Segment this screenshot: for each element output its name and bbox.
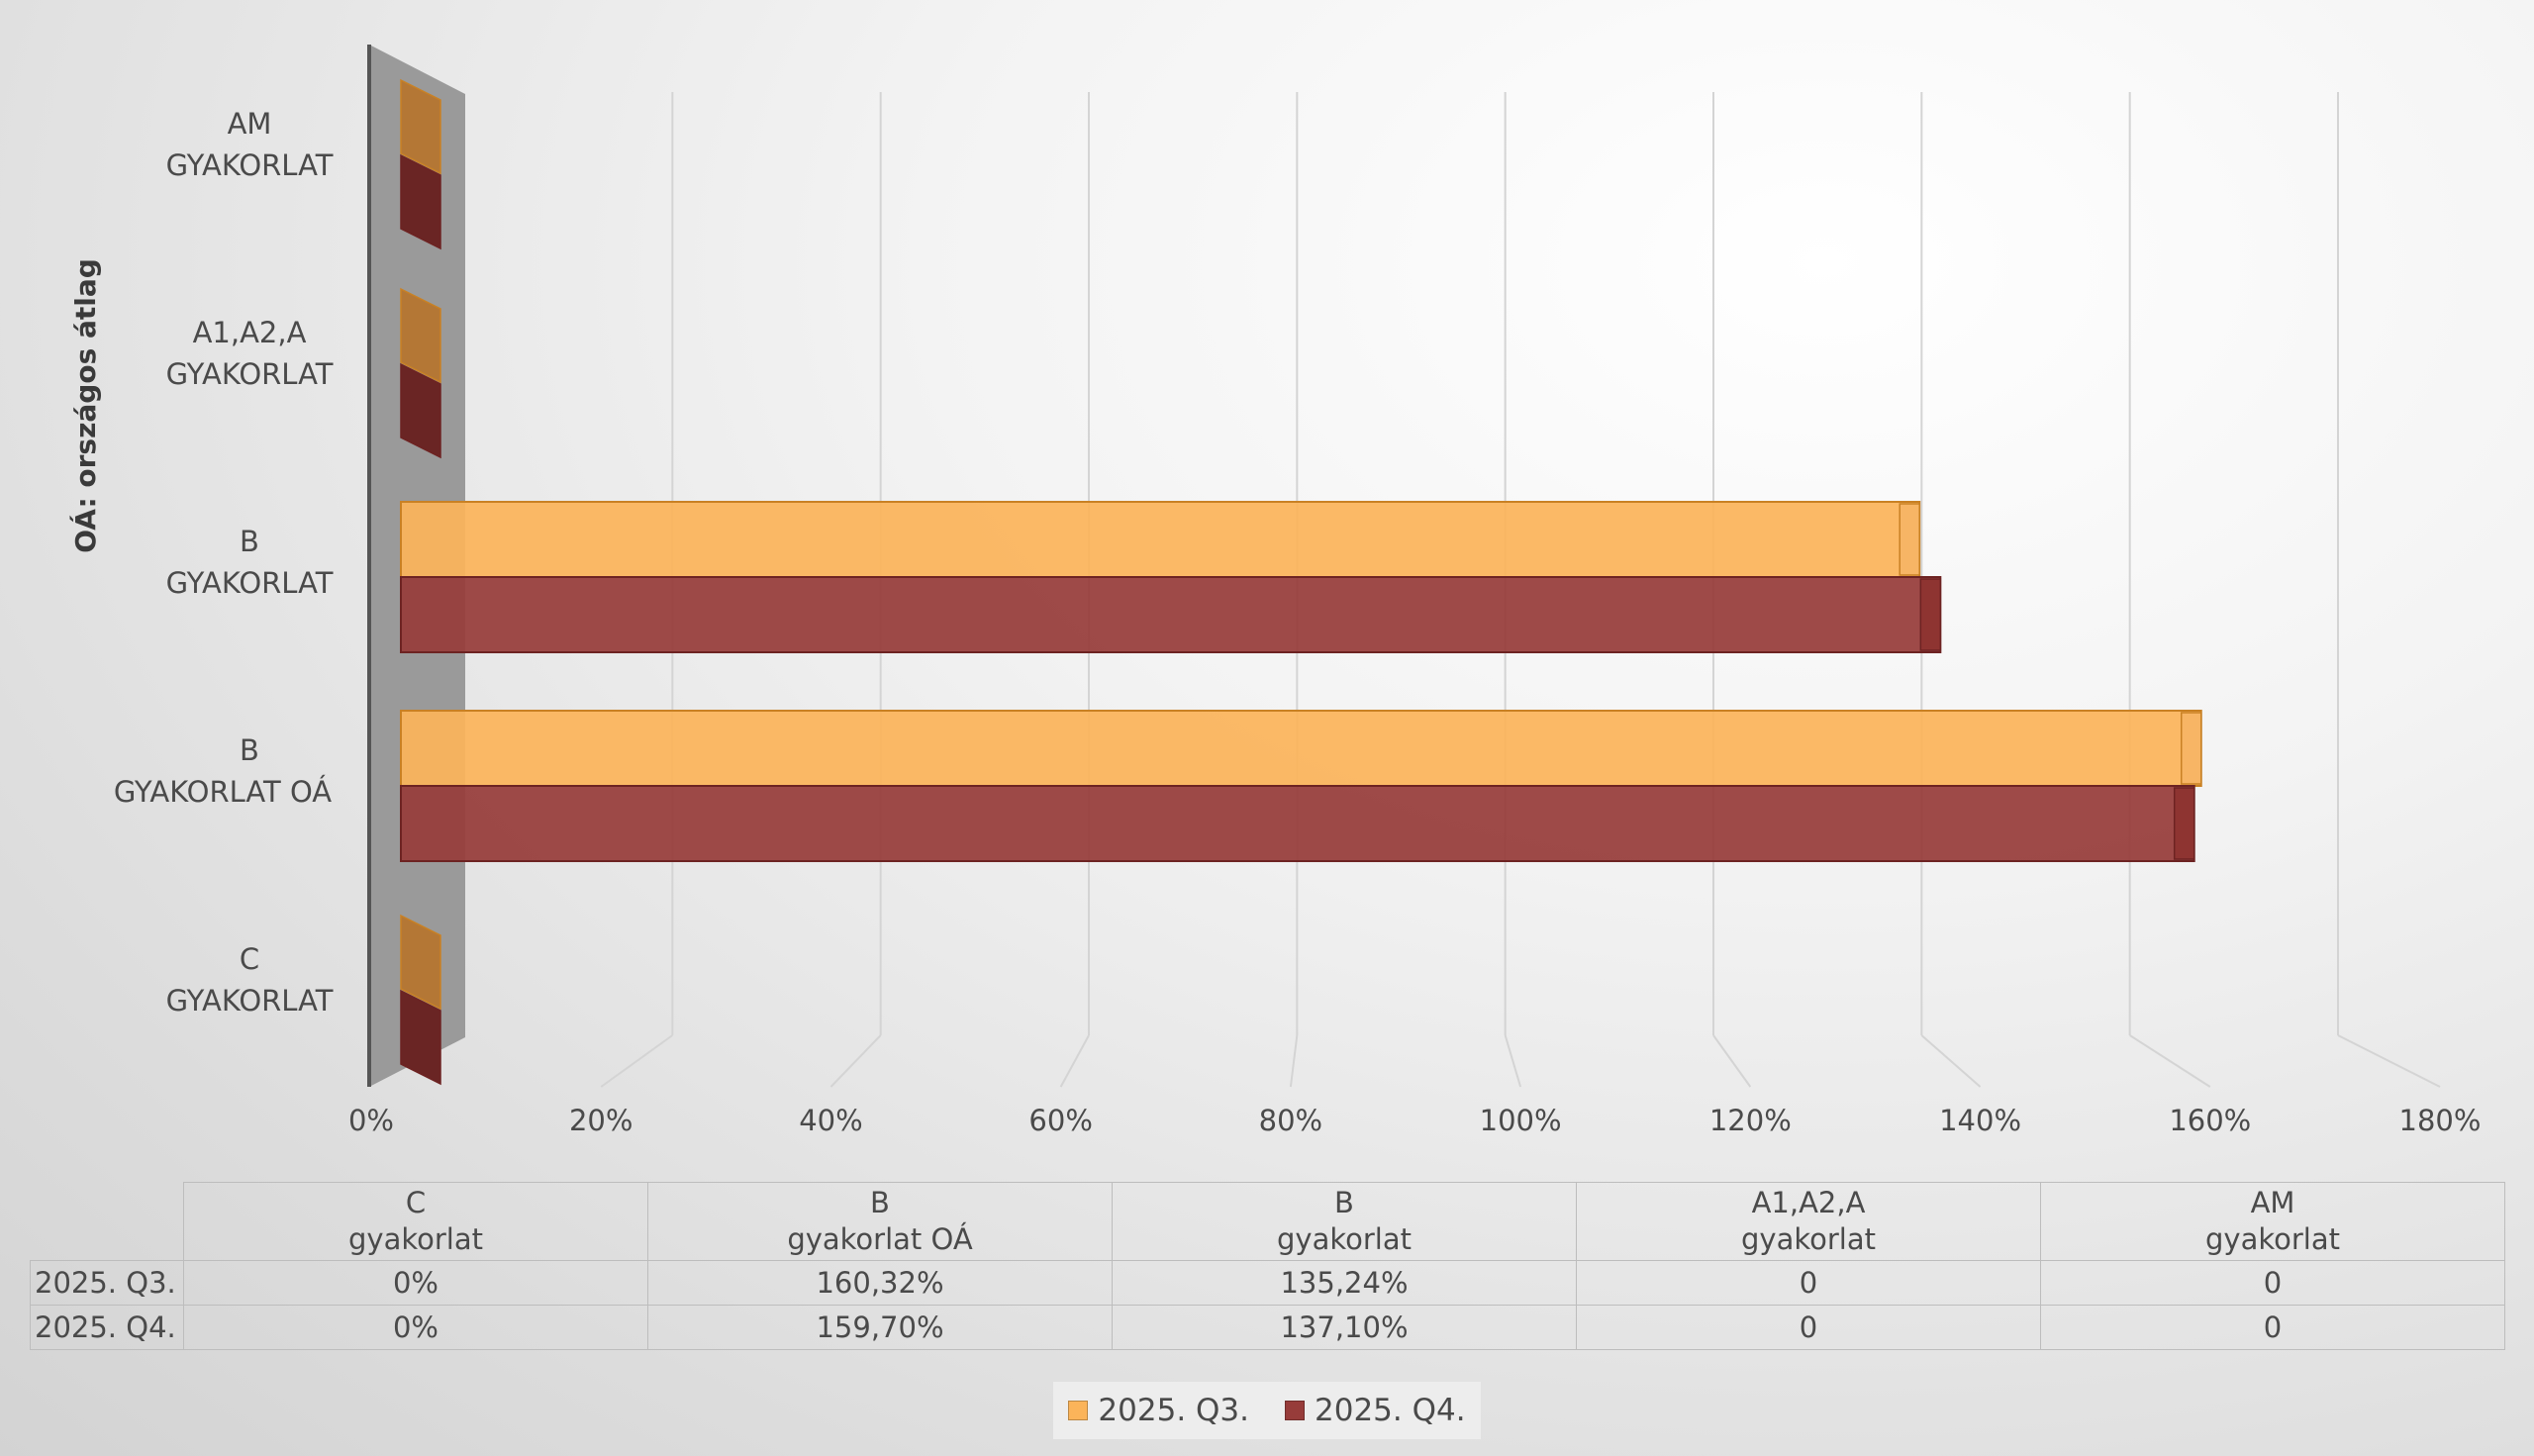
gridline-floor <box>2129 1034 2211 1088</box>
gridline-floor <box>829 1034 882 1088</box>
bar-q3-end <box>2180 712 2202 785</box>
category-label-line: AM <box>228 107 272 141</box>
legend-swatch-q4 <box>1285 1401 1305 1420</box>
table-cell: 0% <box>183 1260 648 1306</box>
x-tick-label: 180% <box>2399 1104 2482 1137</box>
table-cell: 0 <box>2040 1260 2505 1306</box>
bar-q4-zero <box>400 153 441 250</box>
gridline-floor <box>1712 1034 1752 1088</box>
gridline-floor <box>1920 1034 1982 1088</box>
bar-q3 <box>400 710 2202 787</box>
table-cell: 160,32% <box>647 1260 1113 1306</box>
table-header-line: B <box>1334 1186 1354 1219</box>
category-label-line: C <box>240 942 259 976</box>
gridline-floor <box>600 1034 673 1088</box>
table-row: 2025. Q4. 0% 159,70% 137,10% 0 0 <box>30 1305 2505 1350</box>
gridline-floor <box>2337 1034 2441 1088</box>
table-cell: 0 <box>1576 1260 2041 1306</box>
x-tick-label: 160% <box>2169 1104 2251 1137</box>
category-label-line: GYAKORLAT <box>166 984 334 1018</box>
bar-q3-zero <box>400 78 441 175</box>
category-label-line: GYAKORLAT <box>166 148 334 182</box>
category-label: AM GYAKORLAT <box>166 107 334 182</box>
x-tick-label: 40% <box>799 1104 862 1137</box>
legend: 2025. Q3. 2025. Q4. <box>1053 1382 1481 1439</box>
category-label-line: B <box>240 525 259 558</box>
table-row: 2025. Q3. 0% 160,32% 135,24% 0 0 <box>30 1260 2505 1306</box>
table-cell: 0% <box>183 1305 648 1350</box>
table-row-label: 2025. Q3. <box>30 1260 184 1306</box>
x-tick-label: 20% <box>569 1104 633 1137</box>
x-tick-label: 140% <box>1939 1104 2021 1137</box>
table-header-line: gyakorlat <box>1741 1222 1876 1256</box>
legend-item-q3[interactable]: 2025. Q3. <box>1068 1393 1249 1428</box>
legend-label: 2025. Q4. <box>1315 1393 1466 1428</box>
table-cell: 137,10% <box>1112 1305 1577 1350</box>
bar-q3-zero <box>400 287 441 384</box>
legend-swatch-q3 <box>1068 1401 1089 1420</box>
bar-q4-zero <box>400 362 441 459</box>
table-cell: 135,24% <box>1112 1260 1577 1306</box>
table-row-label: 2025. Q4. <box>30 1305 184 1350</box>
table-header-line: gyakorlat <box>2205 1222 2340 1256</box>
table-corner <box>31 1183 184 1261</box>
table-header-line: gyakorlat <box>1277 1222 1412 1256</box>
bar-q3-zero <box>400 914 441 1011</box>
category-label-line: A1,A2,A <box>193 316 307 349</box>
category-label-line: GYAKORLAT <box>166 566 334 600</box>
table-header-line: C <box>405 1186 427 1219</box>
category-label: A1,A2,A GYAKORLAT <box>166 316 334 391</box>
category-label: B GYAKORLAT <box>166 525 334 600</box>
bar-q4-zero <box>400 989 441 1086</box>
gridline-floor <box>1059 1034 1090 1088</box>
category-label: C GYAKORLAT <box>166 942 334 1018</box>
legend-item-q4[interactable]: 2025. Q4. <box>1285 1393 1466 1428</box>
bar-q3 <box>400 501 1921 578</box>
y-axis-title: OÁ: országos átlag <box>68 258 102 553</box>
table-header-line: AM <box>2250 1186 2295 1219</box>
bar-q4-end <box>1919 578 1942 651</box>
table-cell: 159,70% <box>647 1305 1113 1350</box>
gridline-floor <box>1289 1034 1299 1088</box>
category-label-line: GYAKORLAT <box>166 357 334 391</box>
bar-q3-end <box>1899 503 1920 576</box>
table-header-line: gyakorlat <box>348 1222 483 1256</box>
bar-q4 <box>400 576 1942 653</box>
gridline-floor <box>1504 1034 1522 1088</box>
table-header-line: B <box>870 1186 890 1219</box>
table-header-cell: AM gyakorlat <box>2040 1182 2505 1261</box>
category-label-line: GYAKORLAT OÁ <box>114 775 332 809</box>
x-tick-label: 80% <box>1259 1104 1322 1137</box>
x-tick-label: 100% <box>1480 1104 1562 1137</box>
table-cell: 0 <box>1576 1305 2041 1350</box>
chart-plot: AM GYAKORLAT A1,A2,A GYAKORLAT B GYAKORLAT B GY… <box>68 45 2482 1137</box>
table-header-line: A1,A2,A <box>1751 1186 1866 1219</box>
x-tick-label: 120% <box>1709 1104 1792 1137</box>
table-cell: 0 <box>2040 1305 2505 1350</box>
bar-q4 <box>400 785 2195 862</box>
x-tick-label: 60% <box>1028 1104 1092 1137</box>
legend-label: 2025. Q3. <box>1098 1393 1249 1428</box>
category-label: B GYAKORLAT OÁ <box>114 733 332 809</box>
table-header-line: gyakorlat OÁ <box>787 1222 973 1256</box>
x-tick-label: 0% <box>348 1104 394 1137</box>
table-header-cell: A1,A2,A gyakorlat <box>1576 1182 2041 1261</box>
category-label-line: B <box>240 733 259 767</box>
bar-q4-end <box>2173 787 2195 860</box>
